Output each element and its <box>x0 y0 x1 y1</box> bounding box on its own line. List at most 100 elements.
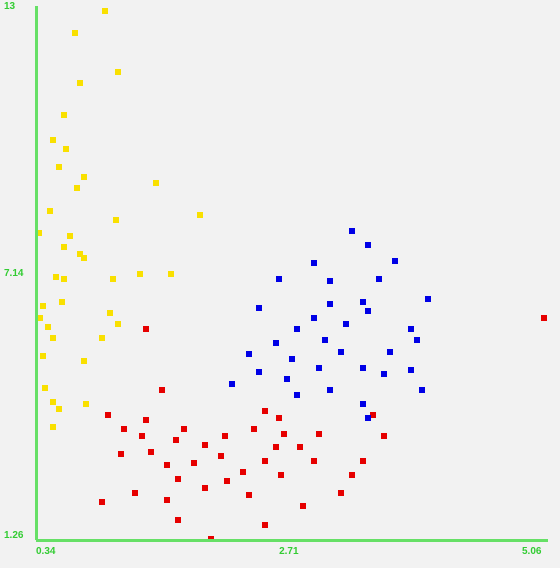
data-point-yellow <box>61 276 67 282</box>
y-tick-label: 7.14 <box>4 268 23 279</box>
data-point-blue <box>338 349 344 355</box>
data-point-blue <box>381 371 387 377</box>
data-point-blue <box>414 337 420 343</box>
data-point-red <box>262 522 268 528</box>
data-point-red <box>175 476 181 482</box>
data-point-blue <box>425 296 431 302</box>
data-point-red <box>300 503 306 509</box>
data-point-red <box>370 412 376 418</box>
data-point-blue <box>349 228 355 234</box>
x-axis <box>36 539 548 542</box>
data-point-blue <box>365 415 371 421</box>
data-point-yellow <box>72 30 78 36</box>
data-point-red <box>262 458 268 464</box>
data-point-red <box>251 426 257 432</box>
data-point-blue <box>387 349 393 355</box>
data-point-red <box>139 433 145 439</box>
x-tick-label: 5.06 <box>522 546 541 557</box>
data-point-red <box>143 326 149 332</box>
data-point-blue <box>419 387 425 393</box>
data-point-red <box>349 472 355 478</box>
data-point-blue <box>311 260 317 266</box>
data-point-yellow <box>61 112 67 118</box>
data-point-red <box>297 444 303 450</box>
data-point-red <box>246 492 252 498</box>
data-point-blue <box>316 365 322 371</box>
data-point-red <box>202 442 208 448</box>
data-point-blue <box>322 337 328 343</box>
data-point-yellow <box>153 180 159 186</box>
data-point-blue <box>284 376 290 382</box>
data-point-yellow <box>115 69 121 75</box>
data-point-red <box>316 431 322 437</box>
scatter-plot <box>36 6 548 540</box>
data-point-blue <box>273 340 279 346</box>
data-point-yellow <box>59 299 65 305</box>
data-point-yellow <box>74 185 80 191</box>
data-point-yellow <box>168 271 174 277</box>
data-point-yellow <box>50 399 56 405</box>
data-point-red <box>159 387 165 393</box>
data-point-yellow <box>37 315 43 321</box>
data-point-red <box>132 490 138 496</box>
data-point-red <box>143 417 149 423</box>
data-point-yellow <box>42 385 48 391</box>
data-point-blue <box>294 326 300 332</box>
data-point-yellow <box>40 353 46 359</box>
data-point-yellow <box>113 217 119 223</box>
data-point-blue <box>392 258 398 264</box>
data-point-blue <box>256 305 262 311</box>
data-point-red <box>202 485 208 491</box>
data-point-yellow <box>53 274 59 280</box>
data-point-red <box>218 453 224 459</box>
data-point-blue <box>343 321 349 327</box>
data-point-yellow <box>45 324 51 330</box>
data-point-red <box>276 415 282 421</box>
data-point-red <box>105 412 111 418</box>
data-point-yellow <box>47 208 53 214</box>
data-point-yellow <box>50 424 56 430</box>
data-point-red <box>224 478 230 484</box>
data-point-red <box>121 426 127 432</box>
data-point-yellow <box>40 303 46 309</box>
data-point-yellow <box>107 310 113 316</box>
data-point-red <box>360 458 366 464</box>
data-point-red <box>240 469 246 475</box>
data-point-blue <box>294 392 300 398</box>
data-point-blue <box>311 315 317 321</box>
data-point-red <box>173 437 179 443</box>
data-point-yellow <box>137 271 143 277</box>
x-tick-label: 0.34 <box>36 546 55 557</box>
data-point-yellow <box>81 174 87 180</box>
data-point-red <box>222 433 228 439</box>
data-point-yellow <box>81 358 87 364</box>
data-point-yellow <box>102 8 108 14</box>
data-point-yellow <box>50 137 56 143</box>
data-point-blue <box>327 387 333 393</box>
data-point-yellow <box>77 80 83 86</box>
data-point-yellow <box>197 212 203 218</box>
data-point-red <box>175 517 181 523</box>
data-point-red <box>191 460 197 466</box>
data-point-blue <box>360 401 366 407</box>
data-point-red <box>381 433 387 439</box>
data-point-red <box>262 408 268 414</box>
data-point-blue <box>360 299 366 305</box>
data-point-red <box>148 449 154 455</box>
data-point-yellow <box>115 321 121 327</box>
data-point-red <box>164 497 170 503</box>
data-point-blue <box>327 278 333 284</box>
data-point-red <box>311 458 317 464</box>
data-point-red <box>118 451 124 457</box>
data-point-yellow <box>99 335 105 341</box>
data-point-yellow <box>81 255 87 261</box>
data-point-yellow <box>56 164 62 170</box>
data-point-blue <box>246 351 252 357</box>
data-point-blue <box>360 365 366 371</box>
data-point-yellow <box>50 335 56 341</box>
data-point-blue <box>276 276 282 282</box>
data-point-red <box>541 315 547 321</box>
y-tick-label: 13 <box>4 1 15 12</box>
data-point-yellow <box>110 276 116 282</box>
data-point-blue <box>376 276 382 282</box>
